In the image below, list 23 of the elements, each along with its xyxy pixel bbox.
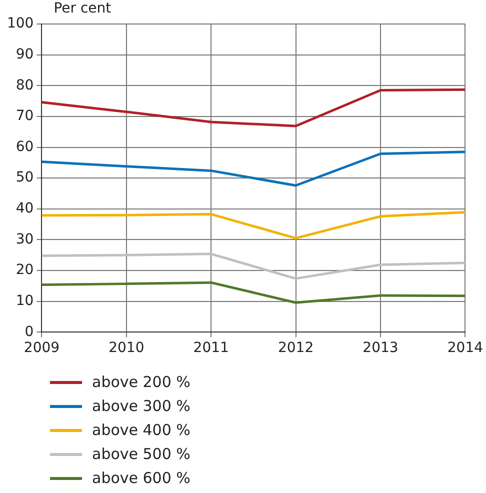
x-tick-label: 2014 [447,340,484,356]
legend-label: above 600 % [92,469,190,487]
x-tick-label: 2011 [193,340,229,356]
y-axis-title: Per cent [54,0,112,17]
legend-label: above 400 % [92,421,190,439]
y-tick-label: 80 [16,77,34,94]
legend-label: above 200 % [92,373,190,391]
y-tick-label: 70 [16,108,34,124]
y-tick-label: 60 [16,138,34,155]
y-tick-label: 20 [16,262,34,278]
x-tick-label: 2010 [108,340,144,356]
x-tick-label: 2013 [362,340,398,356]
x-tick-label: 2012 [278,340,314,356]
y-tick-label: 10 [16,293,34,310]
y-tick-label: 90 [16,46,34,62]
y-tick-label: 0 [24,324,34,340]
x-tick-label: 2009 [24,340,60,356]
legend-label: above 300 % [92,397,190,415]
y-tick-label: 100 [6,16,34,32]
y-tick-label: 50 [16,170,34,186]
y-tick-label: 30 [16,231,34,248]
legend-label: above 500 % [92,445,190,463]
y-tick-label: 40 [16,200,34,217]
